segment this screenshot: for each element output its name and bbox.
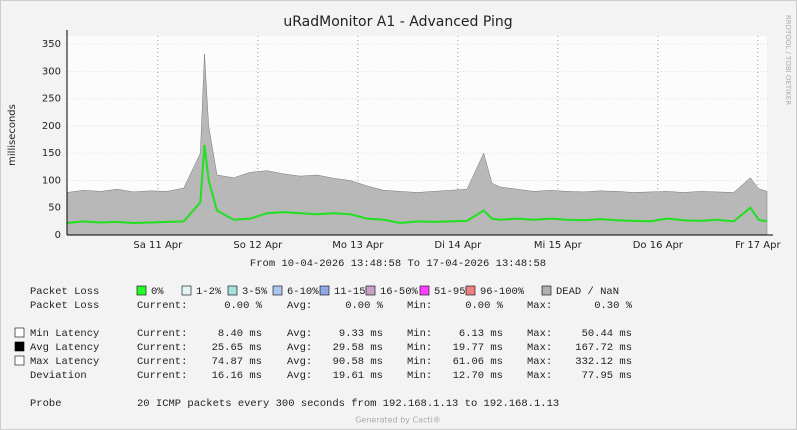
legend-label: 6-10% [287,286,319,298]
stat-value: 77.95 ms [582,370,632,382]
stat-header: Max: [527,300,552,312]
x-tick-label: Fr 17 Apr [735,240,781,251]
y-tick-label: 350 [42,39,61,50]
legend-swatch [465,285,476,296]
legend-label: 0% [151,286,164,298]
stat-value: 9.33 ms [339,328,383,340]
stat-header: Min: [407,328,432,340]
stat-value: 0.00 % [345,300,384,312]
stat-value: 50.44 ms [582,328,632,340]
legend-swatch [181,285,192,296]
stat-header: Max: [527,328,552,340]
stat-value: 0.30 % [594,300,633,312]
stat-header: Avg: [287,300,312,312]
legend-swatch [319,285,330,296]
median-line [66,144,768,225]
legend-swatch [136,285,147,296]
y-tick-label: 300 [42,66,61,77]
probe: 20 ICMP packets every 300 seconds from 1… [137,398,559,410]
stat-label: Packet Loss [30,300,99,312]
x-tick-label: Mo 13 Apr [332,240,384,251]
stat-label: Min Latency [30,328,99,340]
stat-header: Min: [407,356,432,368]
stat-header: Avg: [287,328,312,340]
y-tick-label: 100 [42,175,61,186]
stat-header: Max: [527,342,552,354]
x-tick-label: Sa 11 Apr [133,240,183,251]
stat-header: Max: [527,370,552,382]
legend-label: 51-95% [434,286,473,298]
y-tick-label: 200 [42,121,61,132]
stat-swatch [14,341,25,352]
stat-value: 29.58 ms [333,342,383,354]
stat-label: Avg Latency [30,342,99,354]
stat-swatch [14,355,25,366]
stat-value: 332.12 ms [575,356,632,368]
smoke-area [66,53,768,236]
footer: Generated by Cacti® [355,416,441,425]
stat-value: 167.72 ms [575,342,632,354]
stat-header: Max: [527,356,552,368]
legend-swatch [419,285,430,296]
stat-value: 0.00 % [224,300,263,312]
legend-label: 16-50% [380,286,419,298]
legend-label: 11-15% [334,286,373,298]
x-tick-label: Mi 15 Apr [534,240,583,251]
stat-label: Max Latency [30,356,99,368]
stat-label: Deviation [30,370,87,382]
stat-header: Avg: [287,342,312,354]
legend-label: 1-2% [196,286,222,298]
x-tick-label: Do 16 Apr [633,240,684,251]
loss-label: Packet Loss [30,286,99,298]
stat-header: Avg: [287,370,312,382]
x-tick-label: So 12 Apr [233,240,283,251]
stat-header: Min: [407,370,432,382]
stat-header: Current: [137,370,187,382]
y-tick-label: 0 [55,230,61,241]
chart-title: uRadMonitor A1 - Advanced Ping [283,14,512,30]
side-label: RRDTOOL / TOBI OETIKER [784,15,792,105]
stat-value: 74.87 ms [212,356,262,368]
stat-value: 19.77 ms [453,342,503,354]
stat-header: Current: [137,342,187,354]
stat-header: Current: [137,328,187,340]
stat-value: 61.06 ms [453,356,503,368]
x-tick-label: Di 14 Apr [434,240,482,251]
stat-value: 0.00 % [465,300,504,312]
legend-swatch [541,285,552,296]
stat-header: Min: [407,300,432,312]
legend-swatch [272,285,283,296]
legend-label: 96-100% [480,286,525,298]
stat-value: 16.16 ms [212,370,262,382]
legend-label: DEAD / NaN [556,286,619,298]
stat-value: 25.65 ms [212,342,262,354]
y-tick-label: 250 [42,94,61,105]
y-tick-label: 150 [42,148,61,159]
stat-header: Current: [137,356,187,368]
period: From 10-04-2026 13:48:58 To 17-04-2026 1… [250,258,546,270]
y-axis-label: milliseconds [7,104,18,166]
stat-value: 12.70 ms [453,370,503,382]
probe-label: Probe [30,398,62,410]
stat-swatch [14,327,25,338]
stat-value: 19.61 ms [333,370,383,382]
stat-header: Avg: [287,356,312,368]
legend-label: 3-5% [242,286,268,298]
y-tick-label: 50 [48,203,61,214]
legend-swatch [227,285,238,296]
stat-value: 8.40 ms [218,328,262,340]
stat-value: 90.58 ms [333,356,383,368]
stat-value: 6.13 ms [459,328,503,340]
stat-header: Current: [137,300,187,312]
legend-swatch [365,285,376,296]
stat-header: Min: [407,342,432,354]
